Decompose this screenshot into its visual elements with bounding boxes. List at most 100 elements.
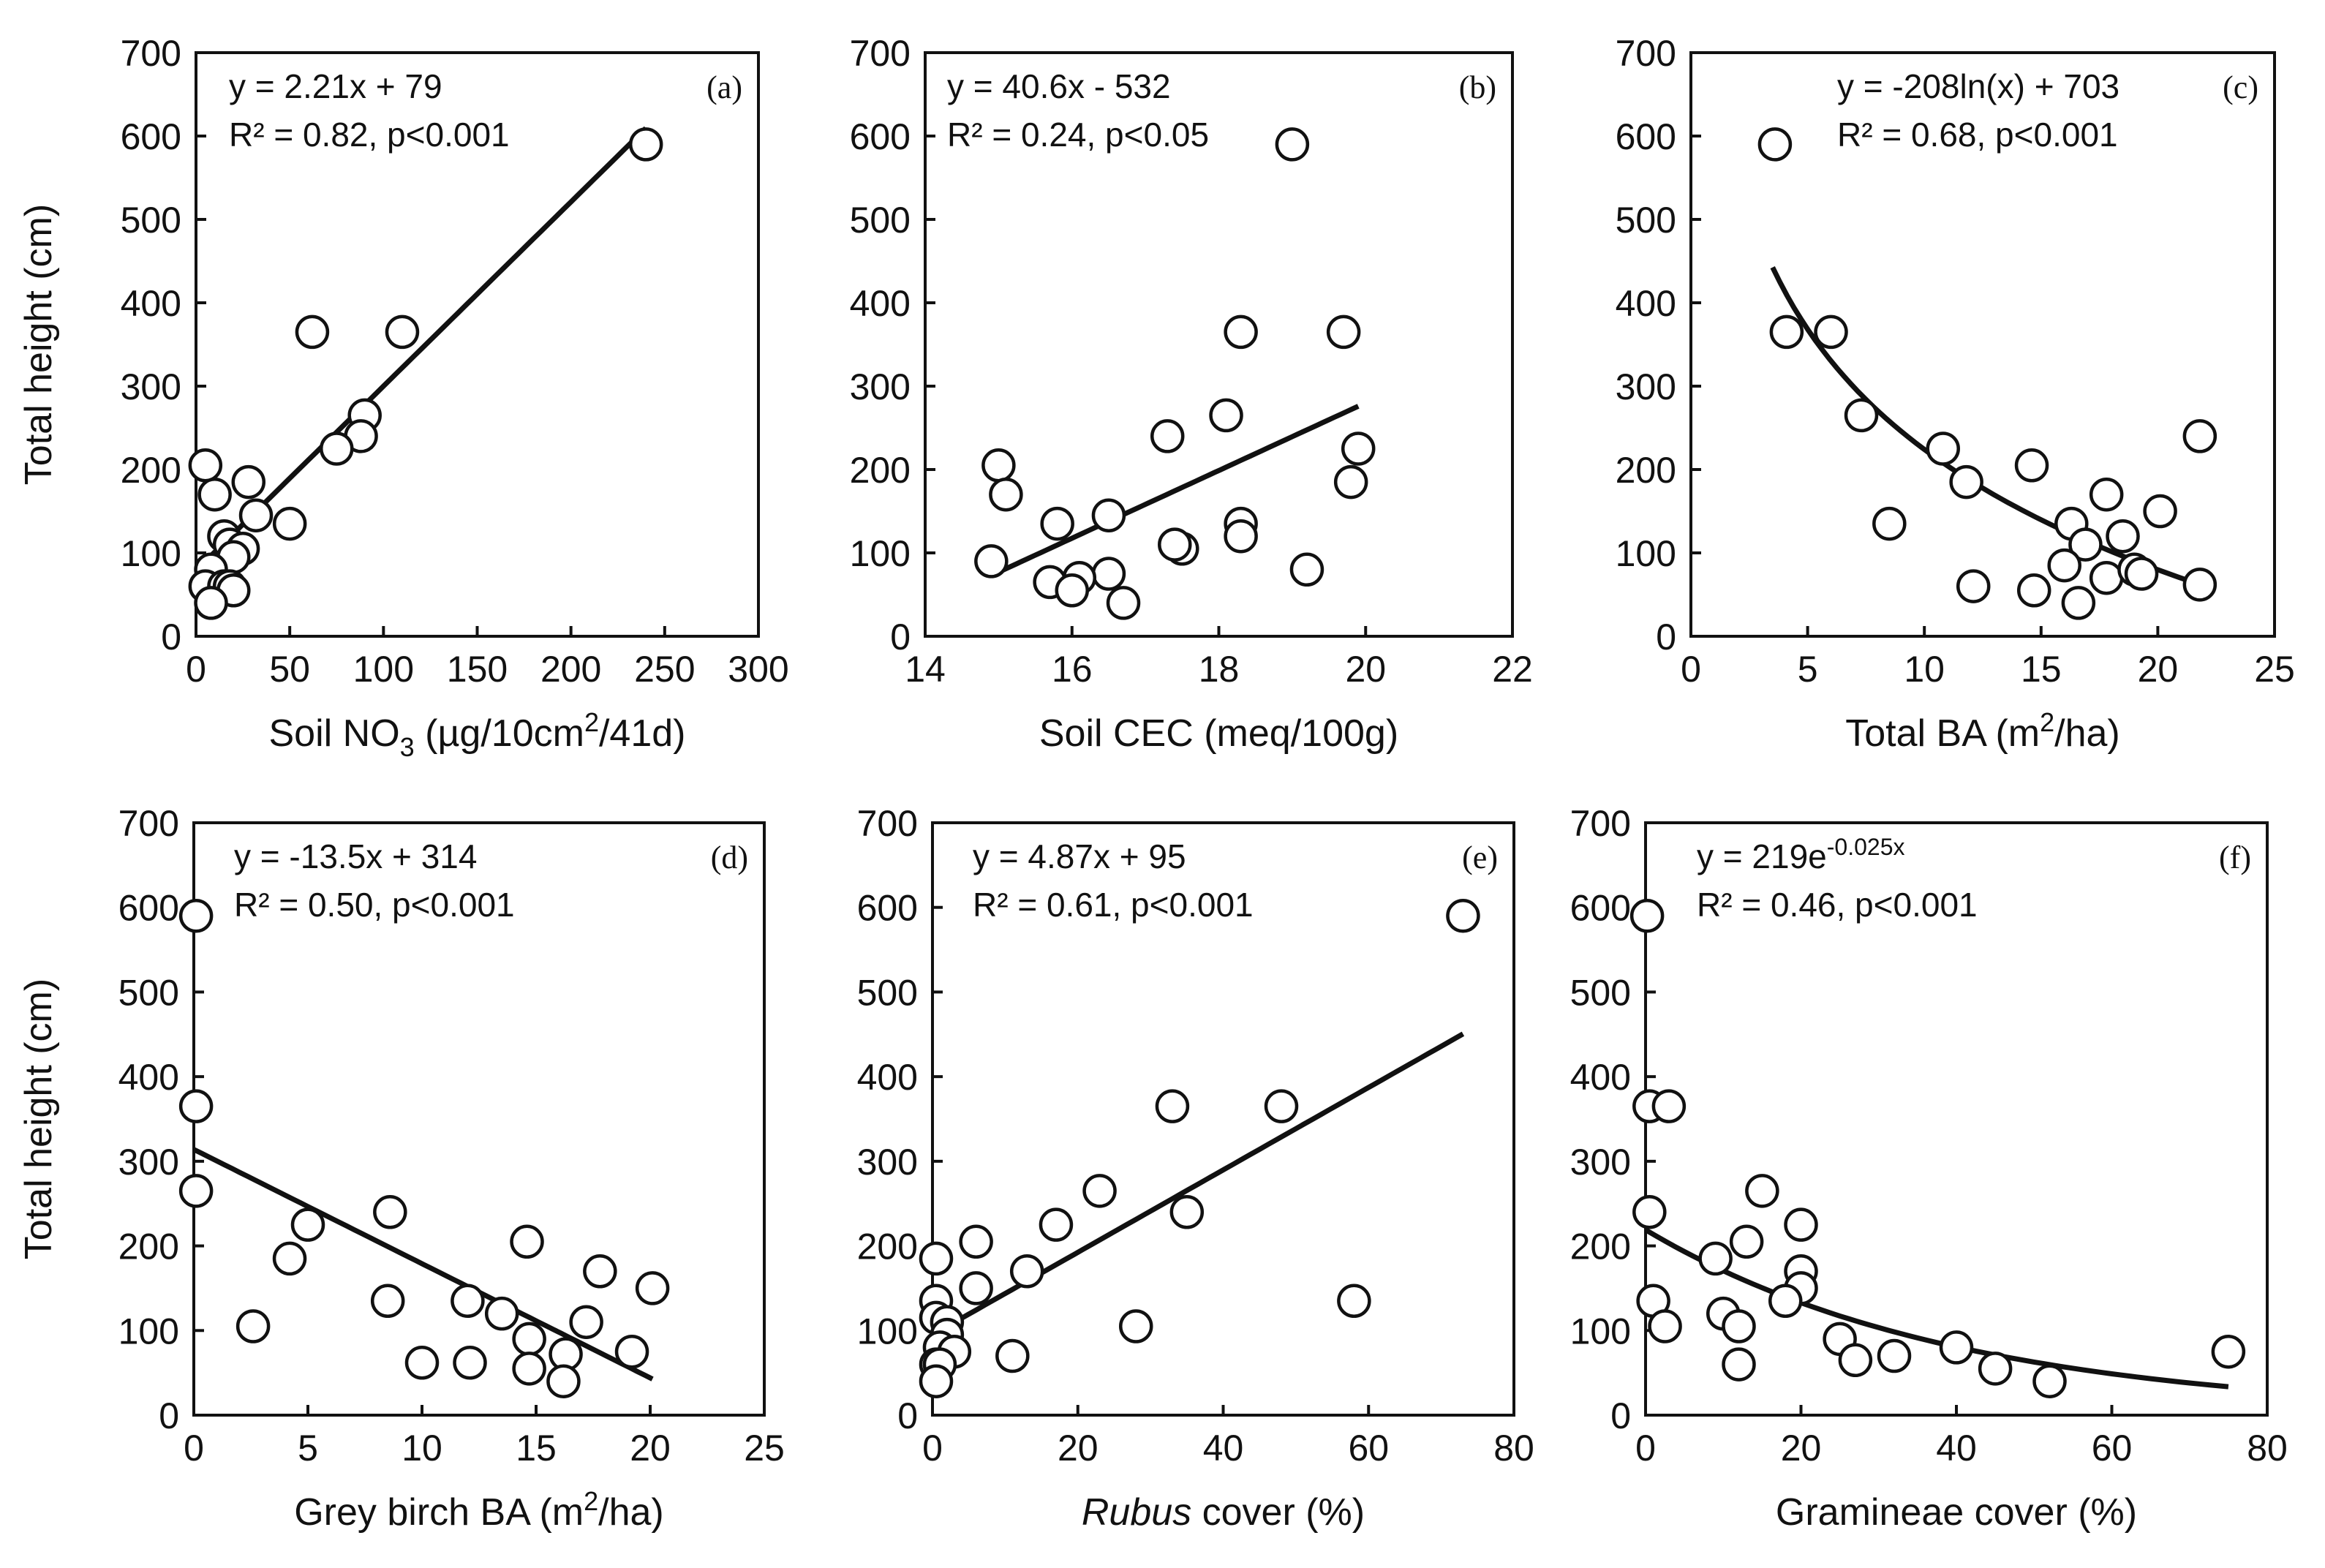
data-point [2068, 527, 2103, 562]
y-tick-label: 700 [118, 803, 179, 844]
x-axis-label-part: 3 [400, 732, 415, 762]
panel-label: (b) [1459, 69, 1496, 105]
data-point [451, 1284, 485, 1319]
data-point [1926, 431, 1960, 466]
data-point [1838, 1343, 1873, 1378]
data-point [995, 1338, 1030, 1373]
data-point [1949, 464, 1983, 500]
x-tick-label: 5 [1798, 649, 1818, 690]
data-point [1729, 1224, 1764, 1259]
data-point [1224, 519, 1258, 554]
y-tick-label: 0 [1656, 617, 1676, 657]
data-point [512, 1352, 546, 1386]
data-point [2014, 448, 2049, 483]
y-tick-label: 100 [118, 1311, 179, 1352]
data-point [370, 1284, 405, 1319]
y-tick-label: 100 [850, 533, 911, 574]
data-point [1119, 1309, 1153, 1343]
y-tick-label: 100 [121, 533, 181, 574]
data-point [1784, 1207, 1818, 1242]
fit-line [997, 404, 1360, 575]
data-point [385, 314, 420, 350]
y-tick-label: 300 [850, 366, 911, 407]
x-axis-label-part: 2 [584, 1486, 598, 1516]
fit-equation: y = 4.87x + 95 [973, 837, 1186, 875]
x-axis-label: Rubus cover (%) [1082, 1491, 1365, 1534]
y-tick-label: 700 [1616, 33, 1676, 74]
x-tick-label: 40 [1203, 1428, 1244, 1469]
fit-equation: y = -13.5x + 314 [234, 837, 477, 875]
x-axis-label-part: 2 [584, 707, 599, 737]
data-point [981, 448, 1016, 483]
fit-equation: y = -208ln(x) + 703 [1837, 67, 2119, 105]
data-point [959, 1271, 993, 1305]
panel-f: 0 20 40 60 80 0 100 200 300 400 500 600 700 Gramineae… [1570, 803, 2288, 1534]
data-point [2182, 568, 2217, 602]
panel-e: 0 20 40 60 80 0 100 200 300 400 500 600 700 Rubus cov… [857, 803, 1534, 1534]
x-tick-label: 0 [922, 1428, 943, 1469]
fit-line [1644, 1227, 2229, 1390]
x-tick-label: 80 [2247, 1428, 2288, 1469]
data-point [2089, 560, 2124, 595]
data-point [178, 1089, 214, 1123]
data-point [2047, 548, 2081, 583]
x-tick-label: 20 [1345, 649, 1386, 690]
data-point [272, 1241, 307, 1276]
data-point [635, 1271, 670, 1305]
data-point [1040, 506, 1074, 541]
y-tick-label: 500 [1616, 200, 1676, 241]
data-point [231, 464, 266, 500]
x-tick-label: 25 [744, 1428, 785, 1469]
x-tick-label: 60 [2092, 1428, 2133, 1469]
data-point [1333, 464, 1368, 500]
x-tick-label: 60 [1348, 1428, 1389, 1469]
x-axis-label: Grey birch BA (m2/ha) [294, 1486, 664, 1534]
data-point [194, 586, 228, 620]
x-tick-label: 0 [1681, 649, 1701, 690]
x-tick-label: 5 [298, 1428, 318, 1469]
y-tick-label: 300 [1570, 1142, 1631, 1183]
x-axis-label-part: Rubus [1082, 1491, 1191, 1534]
panel-label: (c) [2223, 69, 2258, 105]
x-axis-label-part: Soil CEC (meq/100g) [1039, 712, 1398, 755]
y-tick-label: 400 [1616, 283, 1676, 324]
data-point [1939, 1330, 1974, 1365]
x-tick-label: 20 [1058, 1428, 1099, 1469]
fit-r-squared: R² = 0.46, p<0.001 [1697, 886, 1978, 924]
y-tick-label: 0 [1610, 1395, 1631, 1436]
x-axis-label: Soil NO3 (µg/10cm2/41d) [269, 707, 686, 762]
y-tick-label: 100 [857, 1311, 918, 1352]
x-axis-label: Total BA (m2/ha) [1845, 707, 2120, 755]
fit-r-squared: R² = 0.68, p<0.001 [1837, 116, 2118, 154]
panel-b: 14 16 18 20 22 0 100 200 300 400 500 600 700 Soil CEC… [850, 33, 1533, 755]
data-point [2143, 494, 2177, 529]
y-tick-label: 400 [850, 283, 911, 324]
data-point [453, 1346, 487, 1380]
data-point [1055, 573, 1089, 608]
x-tick-label: 15 [516, 1428, 557, 1469]
data-point [1978, 1352, 2013, 1386]
fit-equation: y = 2.21x + 79 [229, 67, 442, 105]
y-tick-label: 700 [857, 803, 918, 844]
y-tick-label: 500 [118, 972, 179, 1013]
fit-equation: y = 219e-0.025x [1697, 834, 1905, 875]
y-tick-label: 300 [121, 366, 181, 407]
x-axis-label-part: Gramineae cover (%) [1776, 1491, 2137, 1534]
x-tick-label: 150 [447, 649, 508, 690]
data-point [1629, 899, 1665, 933]
y-tick-label: 200 [121, 450, 181, 491]
x-tick-label: 22 [1492, 649, 1533, 690]
x-axis-label-part: 2 [2040, 707, 2054, 737]
x-axis-label-part: (µg/10cm [415, 712, 584, 755]
data-point [2032, 1364, 2067, 1398]
data-point [484, 1296, 519, 1331]
data-point [320, 431, 354, 466]
y-tick-label: 200 [850, 450, 911, 491]
fit-r-squared: R² = 0.82, p<0.001 [229, 116, 510, 154]
data-point [1769, 314, 1804, 350]
data-point [1337, 1284, 1371, 1319]
x-tick-label: 20 [2138, 649, 2179, 690]
y-tick-label: 300 [1616, 366, 1676, 407]
data-point [919, 1241, 954, 1276]
